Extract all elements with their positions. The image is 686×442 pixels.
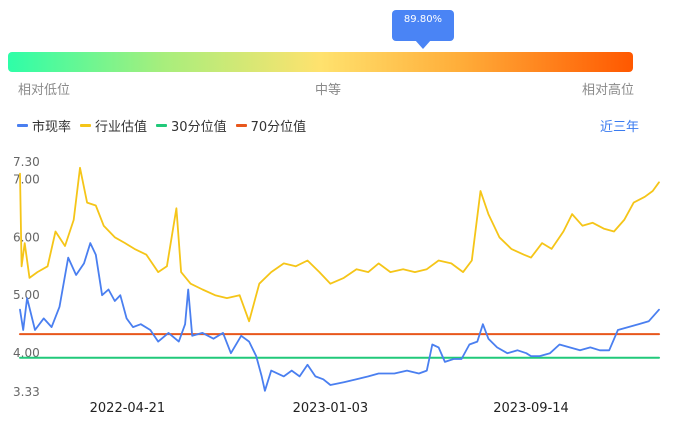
legend-swatch-industry — [80, 123, 92, 127]
legend-label-p70: 70分位值 — [250, 119, 307, 135]
legend-item-industry[interactable]: 行业估值 — [80, 116, 147, 135]
gauge-high-label: 相对高位 — [582, 83, 635, 98]
percentile-tooltip: 89.80% — [392, 10, 454, 49]
legend-swatch-pe — [17, 123, 28, 127]
x-tick-label: 2022-04-21 — [90, 401, 166, 416]
legend-item-pe[interactable]: 市现率 — [17, 116, 71, 135]
y-tick-label: 3.33 — [13, 385, 40, 399]
x-tick-label: 2023-01-03 — [293, 401, 369, 416]
percentile-value: 89.80% — [403, 14, 443, 25]
y-tick-label: 7.00 — [13, 172, 40, 186]
period-selector[interactable]: 近三年 — [600, 120, 640, 135]
legend-label-p30: 30分位值 — [171, 119, 227, 135]
chart-legend: 市现率 行业估值 30分位值 70分位值 — [17, 116, 315, 135]
valuation-gauge-bar — [8, 52, 633, 72]
legend-swatch-p70 — [235, 123, 247, 127]
legend-label-pe: 市现率 — [32, 119, 72, 135]
y-tick-label: 5.00 — [13, 288, 40, 302]
y-tick-label: 7.30 — [13, 155, 40, 169]
legend-item-p30[interactable]: 30分位值 — [156, 116, 227, 135]
legend-swatch-p30 — [156, 123, 168, 127]
series-line-1 — [19, 166, 660, 323]
x-tick-label: 2023-09-14 — [493, 401, 569, 416]
gauge-low-label: 相对低位 — [18, 83, 71, 98]
legend-item-p70[interactable]: 70分位值 — [235, 116, 307, 135]
y-tick-label: 6.00 — [13, 230, 40, 244]
series-line-0 — [19, 242, 660, 392]
y-tick-label: 4.00 — [13, 346, 40, 360]
tooltip-pointer — [415, 40, 431, 49]
legend-label-industry: 行业估值 — [95, 119, 148, 135]
gauge-mid-label: 中等 — [315, 83, 342, 98]
